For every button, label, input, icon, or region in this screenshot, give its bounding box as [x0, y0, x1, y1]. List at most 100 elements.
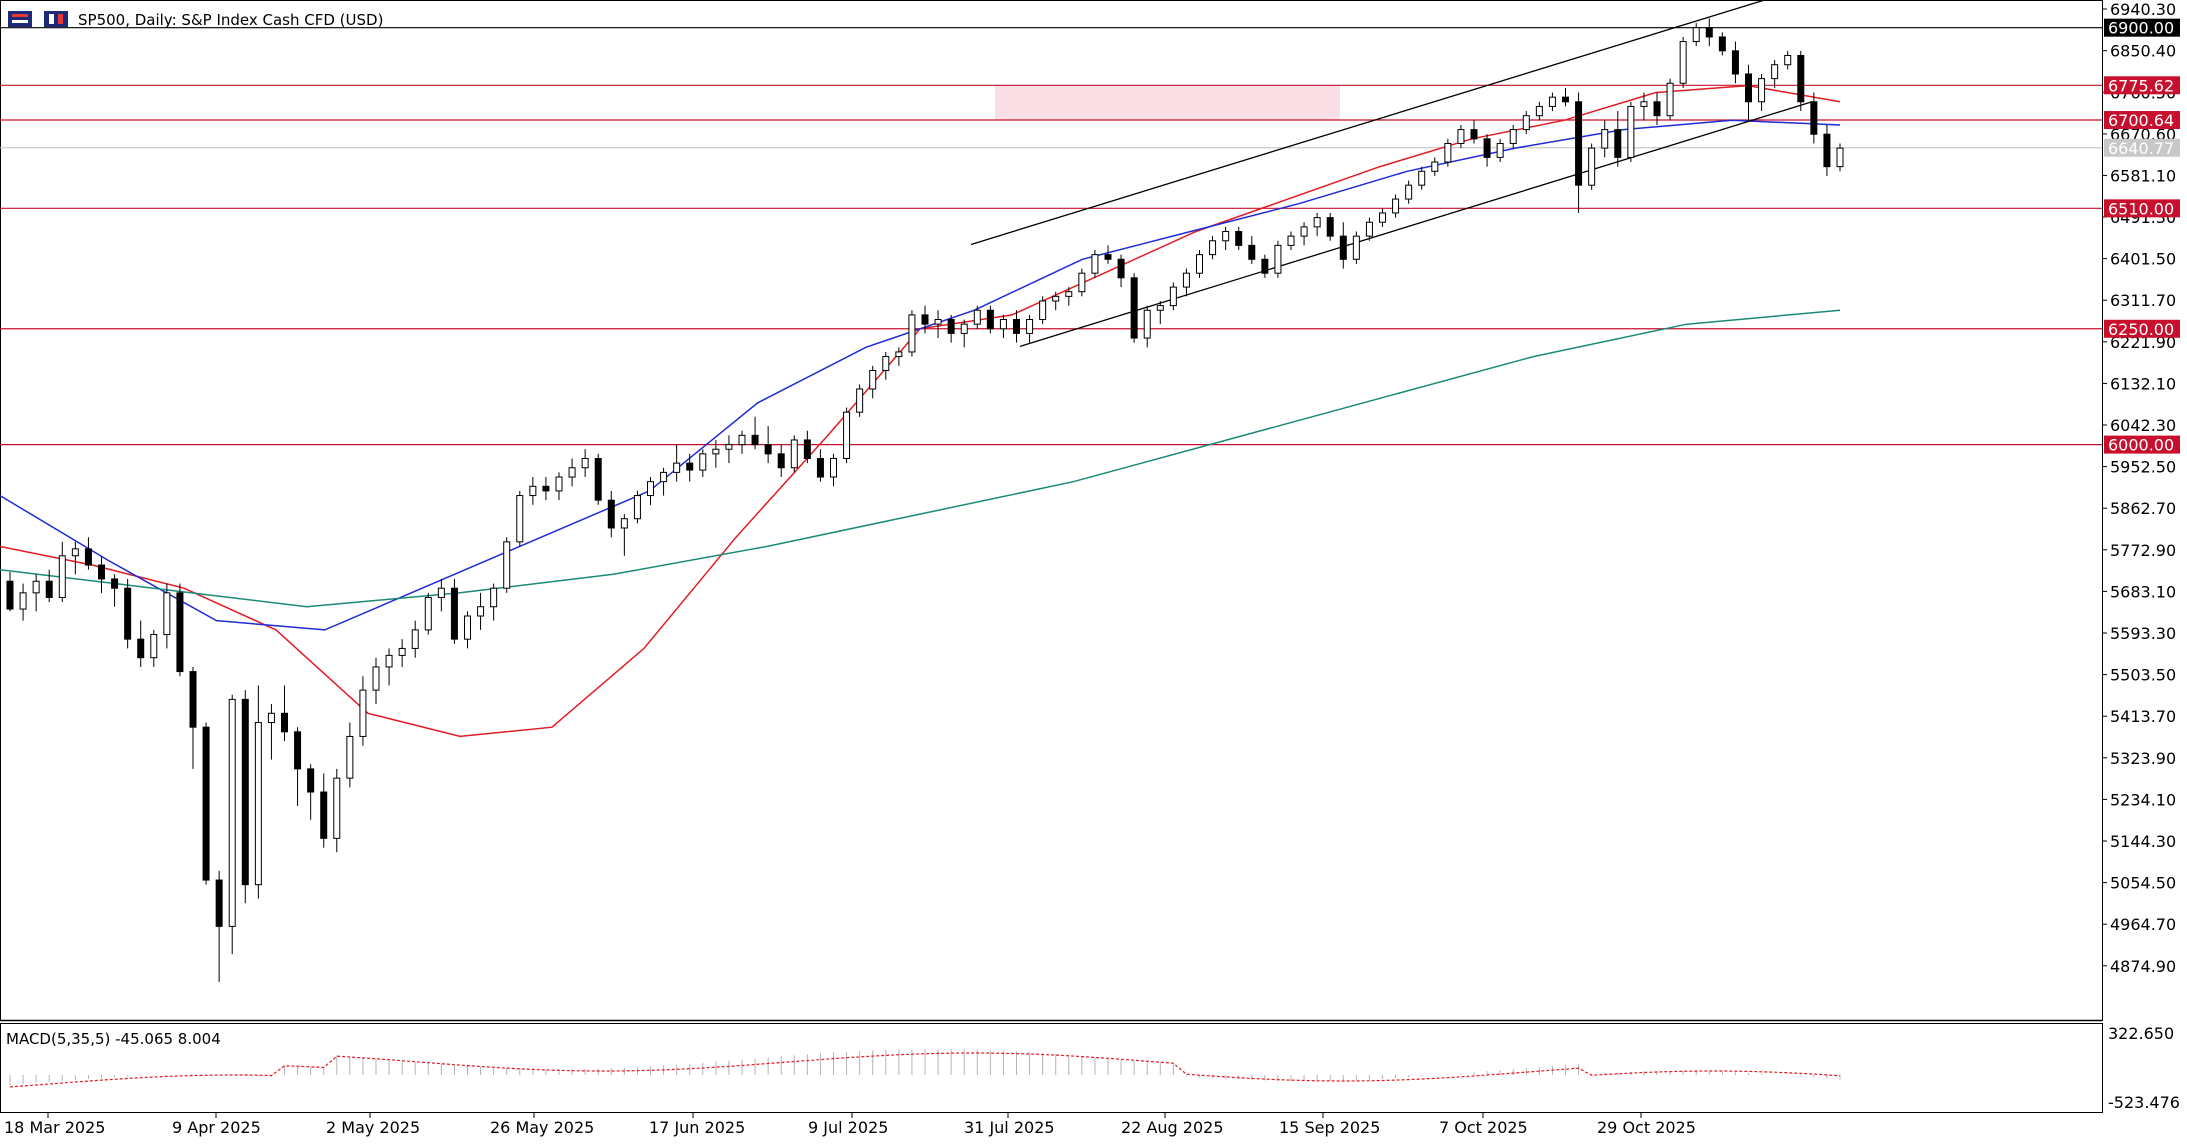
candle-body — [320, 791, 328, 839]
candle-body — [1339, 235, 1347, 260]
candle-body — [1169, 286, 1177, 307]
horizontal-levels — [0, 27, 2102, 446]
candle-body — [1731, 50, 1739, 75]
macd-indicator — [9, 1049, 1841, 1088]
macd-label: MACD(5,35,5) -45.065 8.004 — [6, 1030, 221, 1048]
candle-body — [1405, 184, 1413, 200]
candle-body — [202, 726, 210, 881]
candle-body — [1026, 319, 1034, 334]
candle-body — [294, 731, 302, 770]
candle-body — [594, 457, 602, 501]
candle-body — [1039, 300, 1047, 321]
date-label: 17 Jun 2025 — [649, 1118, 745, 1137]
candle-body — [1483, 138, 1491, 158]
candle-body — [1705, 27, 1713, 38]
level-tag-text: 6000.00 — [2108, 436, 2174, 455]
candle-body — [633, 495, 641, 520]
candle-body — [555, 476, 563, 492]
date-label: 7 Oct 2025 — [1439, 1118, 1528, 1137]
candle-chart-icon[interactable] — [44, 11, 68, 27]
candle-body — [686, 462, 694, 471]
level-tag-text: 6775.62 — [2108, 76, 2174, 95]
candle-body — [1548, 96, 1556, 107]
candle-body — [19, 592, 27, 610]
candle-body — [1836, 147, 1844, 168]
candle-body — [1588, 147, 1596, 186]
candle-body — [346, 735, 354, 779]
candle-body — [1156, 305, 1164, 311]
price-label: 5862.70 — [2110, 499, 2176, 518]
candle-body — [1679, 41, 1687, 84]
level-tag-box — [2104, 76, 2180, 95]
bar-chart-icon[interactable] — [8, 11, 32, 27]
candle-body — [764, 444, 772, 455]
main-pane-frame — [0, 0, 2103, 1021]
candle-body — [777, 453, 785, 469]
candle-body — [1117, 258, 1125, 279]
macd-axis-top: 322.650 — [2108, 1024, 2174, 1043]
moving-averages — [0, 84, 1841, 738]
price-label: 5772.90 — [2110, 541, 2176, 560]
candle-body — [1326, 217, 1334, 237]
macd-axis-bottom: -523.476 — [2108, 1093, 2180, 1112]
candle-body — [1091, 254, 1099, 274]
candle-body — [712, 448, 720, 455]
candle-body — [1235, 230, 1243, 246]
price-label: 5683.10 — [2110, 582, 2176, 601]
candle-body — [490, 587, 498, 608]
level-tag-text: 6700.64 — [2108, 111, 2174, 130]
candle-body — [1627, 105, 1635, 158]
candle-body — [986, 309, 994, 330]
candle-body — [176, 592, 184, 673]
candle-body — [882, 356, 890, 371]
price-label: 5503.50 — [2110, 666, 2176, 685]
candle-body — [1300, 226, 1308, 237]
candle-body — [647, 481, 654, 497]
candle-body — [372, 666, 380, 691]
date-label: 9 Jul 2025 — [808, 1118, 888, 1137]
price-label: 5323.90 — [2110, 749, 2176, 768]
candle-body — [581, 457, 589, 469]
candle-body — [1130, 277, 1138, 339]
candle-body — [98, 564, 105, 580]
candle-body — [1261, 258, 1269, 274]
price-label: 6581.10 — [2110, 166, 2176, 185]
candle-body — [1810, 101, 1818, 135]
date-label: 2 May 2025 — [326, 1118, 420, 1137]
date-axis: 18 Mar 2025 9 Apr 2025 2 May 2025 26 May 20… — [4, 1112, 1696, 1137]
trend-channel — [970, 0, 1813, 348]
level-tag-text: 6510.00 — [2108, 199, 2174, 218]
candle-body — [1287, 235, 1295, 246]
chart-header: SP500, Daily: S&P Index Cash CFD (USD) — [8, 11, 383, 29]
candle-body — [803, 439, 811, 459]
candle-body — [1575, 101, 1583, 186]
candle-body — [189, 671, 197, 728]
candle-body — [241, 698, 249, 886]
channel-upper-line — [970, 0, 1766, 246]
price-label: 5952.50 — [2110, 458, 2176, 477]
date-label: 15 Sep 2025 — [1279, 1118, 1380, 1137]
candle-body — [503, 541, 511, 589]
candle-body — [58, 555, 66, 598]
candle-body — [1771, 64, 1779, 80]
candle-body — [1352, 235, 1360, 260]
level-tag-box — [2104, 319, 2180, 338]
chart-title: SP500, Daily: S&P Index Cash CFD (USD) — [78, 11, 383, 29]
resistance-zone-box — [995, 85, 1340, 121]
candle-body — [254, 722, 262, 886]
price-label: 5144.30 — [2110, 832, 2176, 851]
candle-body — [1365, 221, 1373, 237]
price-label: 5054.50 — [2110, 874, 2176, 893]
price-axis: 6940.306850.406760.506670.606581.106491.… — [2102, 0, 2176, 976]
candle-body — [1496, 142, 1504, 158]
candle-body — [150, 634, 158, 659]
candle-body — [1313, 217, 1321, 228]
candle-body — [673, 462, 681, 473]
candle-body — [333, 777, 341, 839]
candle-body — [437, 587, 445, 598]
candle-body — [973, 309, 981, 325]
date-label: 31 Jul 2025 — [964, 1118, 1055, 1137]
candle-body — [1823, 133, 1831, 168]
candle-body — [1444, 142, 1452, 163]
